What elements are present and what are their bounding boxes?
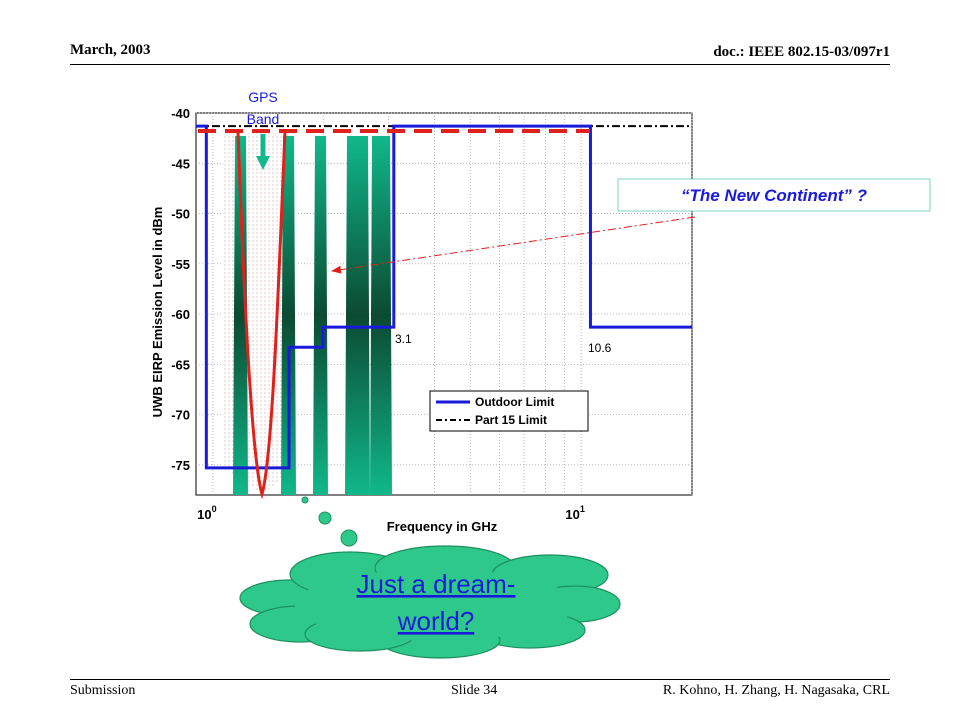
x-tick-label: 101 <box>565 504 584 522</box>
dream-cloud <box>239 545 621 659</box>
y-tick-label: -50 <box>171 207 190 222</box>
band-bar <box>313 136 328 495</box>
new-continent-arrow <box>331 216 696 274</box>
series-lines <box>196 124 692 470</box>
y-tick-label: -65 <box>171 357 190 372</box>
y-tick-label: -60 <box>171 307 190 322</box>
y-tick-label: -75 <box>171 458 190 473</box>
footer-authors: R. Kohno, H. Zhang, H. Nagasaka, CRL <box>662 683 890 698</box>
header-date: March, 2003 <box>70 42 151 58</box>
gps-label-line2: Band <box>247 111 280 127</box>
thought-dot-large <box>340 529 358 547</box>
header-doc-id: doc.: IEEE 802.15-03/097r1 <box>713 44 890 60</box>
band-bar <box>370 136 392 495</box>
dream-text-line1: Just a dream- <box>357 569 516 599</box>
y-tick-label: -55 <box>171 257 190 272</box>
new-continent-label: “The New Continent” ? <box>681 186 868 205</box>
gps-arrow-icon <box>256 156 270 170</box>
footer-submission: Submission <box>70 683 136 698</box>
thought-dot-medium <box>318 511 332 525</box>
footer-rule <box>70 679 890 680</box>
x-axis-label: Frequency in GHz <box>387 519 498 534</box>
band-bars <box>233 136 392 495</box>
legend: Outdoor Limit Part 15 Limit <box>429 390 589 432</box>
x-tick-labels: 100 101 <box>197 504 585 522</box>
y-tick-label: -45 <box>171 156 190 171</box>
new-continent-box <box>617 178 931 212</box>
band-bar <box>345 136 370 495</box>
legend-part15-label: Part 15 Limit <box>475 413 547 427</box>
y-axis-label: UWB EIRP Emission Level in dBm <box>150 207 165 418</box>
thought-dot-small <box>301 496 309 504</box>
y-tick-labels: -40 -45 -50 -55 -60 -65 -70 -75 <box>171 106 190 473</box>
y-tick-label: -70 <box>171 408 190 423</box>
legend-box <box>429 390 589 432</box>
header-rule <box>70 64 890 65</box>
footer-slide-number: Slide 34 <box>451 683 498 698</box>
y-tick-label: -40 <box>171 106 190 121</box>
band-bar <box>233 136 248 495</box>
legend-outdoor-label: Outdoor Limit <box>475 395 554 409</box>
dream-text-line2: world? <box>397 606 475 636</box>
band-bar <box>281 136 296 495</box>
marker-10-6: 10.6 <box>588 341 612 355</box>
series-line-outdoor <box>196 124 692 470</box>
x-tick-label: 100 <box>197 504 216 522</box>
gps-notch-curve <box>236 130 287 500</box>
marker-3-1: 3.1 <box>395 332 412 346</box>
gps-label-line1: GPS <box>248 89 278 105</box>
